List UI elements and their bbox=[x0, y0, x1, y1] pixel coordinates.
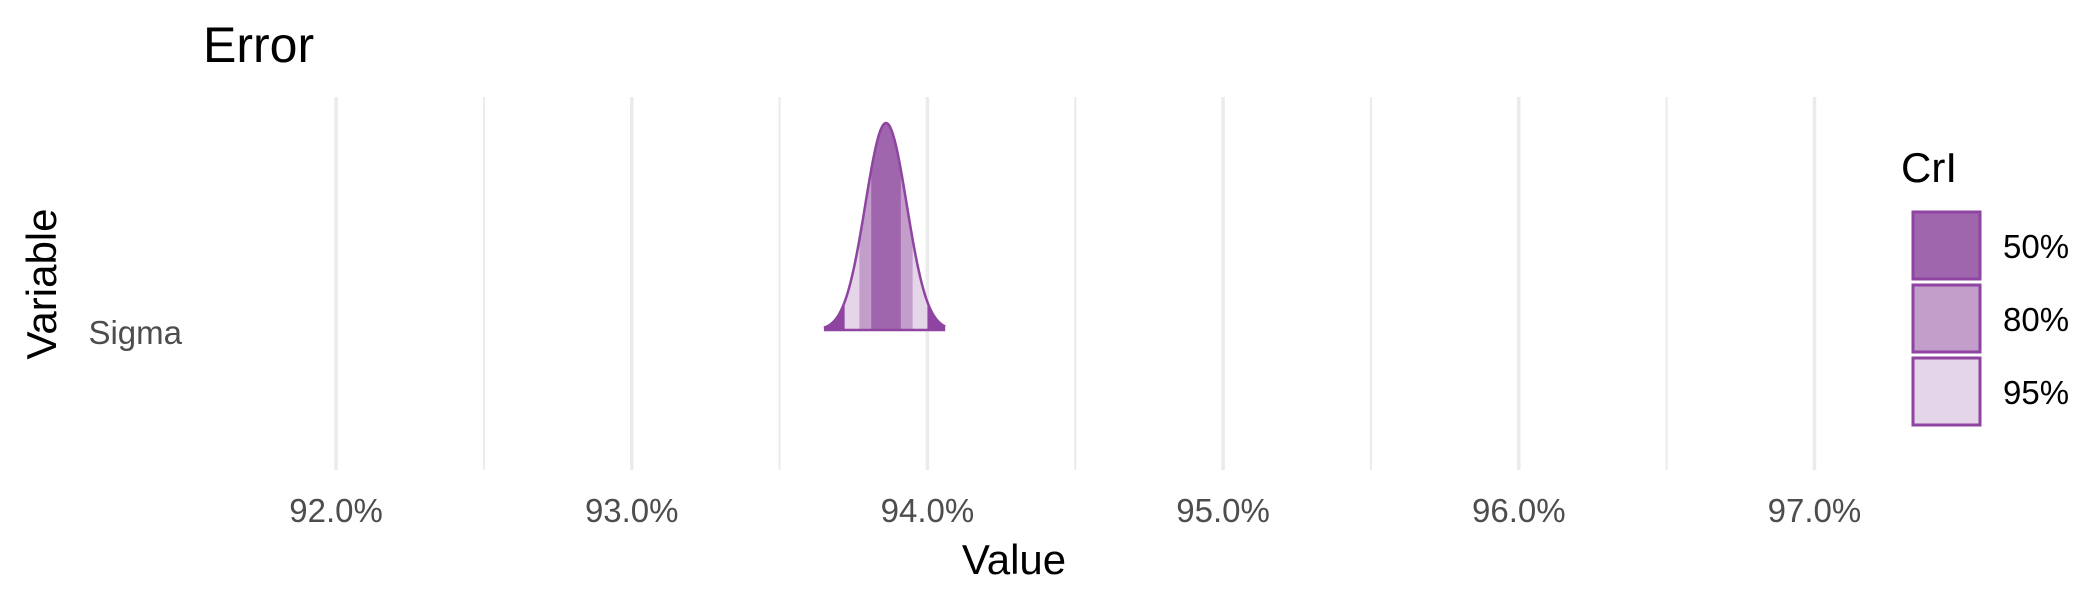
x-tick-labels: 92.0% 93.0% 94.0% 95.0% 96.0% 97.0% bbox=[289, 492, 1861, 529]
grid-lines bbox=[334, 97, 1817, 470]
legend-label-95: 95% bbox=[2003, 374, 2069, 411]
density-outline bbox=[823, 121, 946, 329]
x-tick-label: 94.0% bbox=[881, 492, 975, 529]
legend-title: CrI bbox=[1901, 144, 1957, 191]
x-tick-label: 92.0% bbox=[289, 492, 383, 529]
legend-label-50: 50% bbox=[2003, 228, 2069, 265]
x-tick-label: 93.0% bbox=[585, 492, 679, 529]
legend-key-80 bbox=[1911, 283, 1982, 354]
y-tick-label-sigma: Sigma bbox=[88, 314, 182, 351]
legend: CrI 50% 80% 95% bbox=[1901, 144, 2069, 427]
x-tick-label: 96.0% bbox=[1472, 492, 1566, 529]
x-axis-title: Value bbox=[962, 536, 1066, 583]
x-tick-label: 97.0% bbox=[1768, 492, 1862, 529]
density-plot bbox=[823, 121, 946, 332]
interval-area-50 bbox=[871, 123, 901, 330]
chart-title: Error bbox=[203, 17, 314, 73]
legend-key-95 bbox=[1911, 356, 1982, 427]
legend-key-50 bbox=[1911, 210, 1982, 281]
legend-label-80: 80% bbox=[2003, 301, 2069, 338]
y-axis-title: Variable bbox=[18, 209, 65, 360]
x-tick-label: 95.0% bbox=[1176, 492, 1270, 529]
